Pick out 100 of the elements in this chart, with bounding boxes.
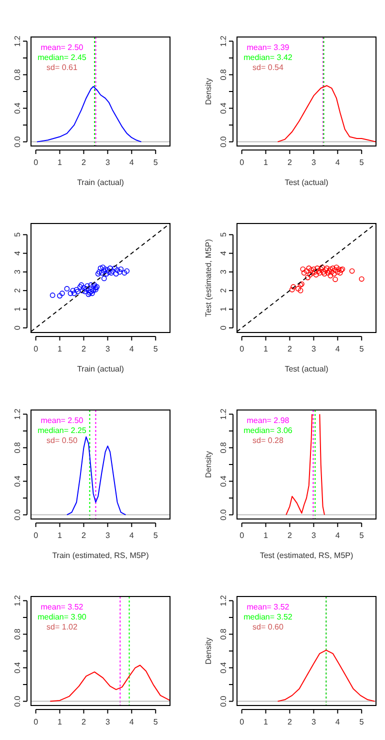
x-tick-label: 0	[240, 344, 245, 354]
x-tick-label: 3	[311, 158, 316, 167]
annotation: sd= 0.54	[252, 63, 284, 72]
annotation: mean= 2.98	[246, 416, 290, 425]
x-tick-label: 5	[359, 718, 364, 726]
x-tick-label: 2	[288, 344, 292, 354]
y-tick-label: 1	[13, 306, 22, 312]
x-tick-label: 3	[105, 531, 110, 540]
y-tick-label: 5	[13, 232, 22, 237]
x-tick-label: 5	[153, 158, 158, 167]
x-tick-label: 2	[288, 531, 292, 540]
y-tick-label: 0.4	[13, 662, 22, 674]
x-tick-label: 2	[82, 531, 86, 540]
x-tick-label: 3	[105, 344, 110, 354]
annotation: mean= 3.52	[246, 602, 290, 612]
x-tick-label: 0	[34, 718, 39, 726]
x-tick-label: 4	[129, 344, 134, 354]
y-tick-label: 4	[13, 250, 22, 256]
y-tick-label: 1.2	[219, 408, 228, 420]
x-tick-label: 0	[240, 158, 245, 167]
y-tick-label: 2	[13, 288, 22, 293]
annotation: median= 2.25	[38, 426, 87, 435]
x-tick-label: 4	[129, 718, 134, 726]
x-tick-label: 3	[311, 718, 316, 726]
y-tick-label: 1.2	[13, 35, 22, 47]
y-axis-title: Density	[204, 638, 213, 664]
y-axis-title: Density	[204, 451, 213, 478]
annotation: sd= 0.28	[252, 436, 284, 445]
x-axis-title: Train (actual)	[77, 364, 124, 374]
y-tick-label: 0.8	[13, 68, 22, 80]
y-tick-label: 0.0	[13, 136, 22, 148]
y-tick-label: 0.4	[13, 475, 22, 487]
x-tick-label: 1	[264, 718, 269, 726]
x-tick-label: 5	[153, 718, 158, 726]
y-tick-label: 0.8	[219, 442, 228, 454]
y-tick-label: 3	[219, 269, 228, 274]
x-tick-label: 3	[311, 344, 316, 354]
x-axis-title: Train (estimated, RS, M5P)	[52, 551, 150, 560]
x-tick-label: 4	[129, 158, 134, 167]
x-tick-label: 1	[58, 344, 63, 354]
y-tick-label: 0	[219, 325, 228, 330]
x-tick-label: 1	[58, 158, 63, 167]
x-tick-label: 4	[335, 344, 340, 354]
x-tick-label: 1	[58, 531, 63, 540]
x-tick-label: 5	[359, 531, 364, 540]
y-axis-title: Density	[204, 78, 213, 105]
x-tick-label: 1	[264, 344, 269, 354]
x-tick-label: 2	[288, 158, 292, 167]
x-tick-label: 5	[359, 344, 364, 354]
x-axis-title: Test (actual)	[284, 178, 329, 187]
x-tick-label: 0	[240, 531, 245, 540]
x-tick-label: 1	[264, 531, 269, 540]
y-tick-label: 0.4	[219, 662, 228, 674]
y-tick-label: 0.4	[13, 102, 22, 114]
y-tick-label: 3	[13, 269, 22, 274]
x-tick-label: 1	[58, 718, 63, 726]
annotation: median= 3.90	[38, 612, 87, 622]
y-tick-label: 1.2	[219, 594, 228, 606]
x-tick-label: 4	[335, 531, 340, 540]
x-tick-label: 3	[105, 718, 110, 726]
y-tick-label: 0.4	[219, 475, 228, 487]
y-tick-label: 0.8	[13, 442, 22, 454]
x-axis-title: Test (estimated, RS, M5P)	[260, 551, 354, 560]
y-tick-label: 1.2	[13, 594, 22, 606]
x-tick-label: 5	[359, 158, 364, 167]
y-tick-label: 0.0	[13, 508, 22, 520]
x-tick-label: 4	[335, 158, 340, 167]
annotation: sd= 0.60	[252, 622, 284, 632]
x-tick-label: 2	[82, 158, 86, 167]
y-tick-label: 0.0	[219, 695, 228, 707]
x-tick-label: 0	[240, 718, 245, 726]
y-tick-label: 1.2	[219, 35, 228, 47]
x-tick-label: 3	[105, 158, 110, 167]
x-tick-label: 0	[34, 158, 39, 167]
annotation: median= 3.06	[244, 426, 293, 435]
annotation: median= 3.42	[244, 53, 293, 62]
x-tick-label: 1	[264, 158, 269, 167]
y-tick-label: 5	[219, 232, 228, 237]
annotation: mean= 2.50	[40, 43, 84, 52]
x-tick-label: 0	[34, 344, 39, 354]
annotation: median= 2.45	[38, 53, 87, 62]
y-tick-label: 0.8	[219, 68, 228, 80]
x-axis-title: Train (actual)	[77, 178, 124, 187]
y-tick-label: 0.0	[219, 136, 228, 148]
x-tick-label: 5	[153, 531, 158, 540]
y-tick-label: 2	[219, 288, 228, 293]
y-tick-label: 0.8	[219, 628, 228, 640]
y-tick-label: 0.0	[219, 508, 228, 520]
x-tick-label: 2	[82, 718, 86, 726]
x-tick-label: 5	[153, 344, 158, 354]
y-axis-title: Test (estimated, M5P)	[204, 238, 213, 317]
x-tick-label: 4	[335, 718, 340, 726]
x-tick-label: 2	[288, 718, 292, 726]
annotation: mean= 3.52	[40, 602, 84, 612]
x-tick-label: 0	[34, 531, 39, 540]
annotation: sd= 0.50	[46, 436, 78, 445]
annotation: mean= 2.50	[40, 416, 84, 425]
y-tick-label: 1.2	[13, 408, 22, 420]
annotation: sd= 1.02	[46, 622, 78, 632]
y-tick-label: 0	[13, 325, 22, 330]
